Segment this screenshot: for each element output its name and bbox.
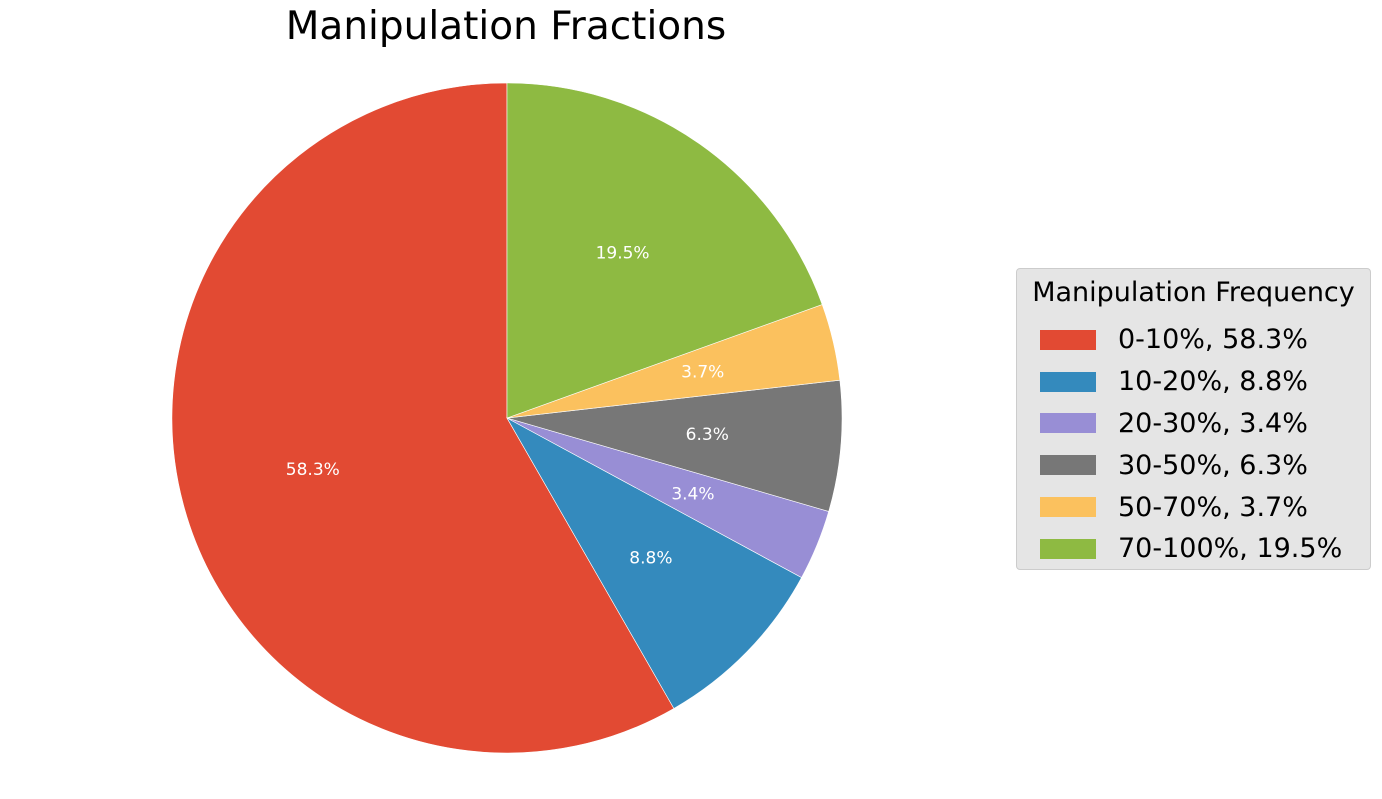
legend-entry-20-30%: 20-30%, 3.4%	[1040, 403, 1342, 445]
slice-label-50-70%: 3.7%	[681, 362, 724, 382]
legend-label: 20-30%, 3.4%	[1118, 407, 1308, 439]
legend-entry-30-50%: 30-50%, 6.3%	[1040, 444, 1342, 486]
pie-chart: 58.3% 8.8% 3.4% 6.3% 3.7% 19.5%	[171, 82, 843, 754]
legend-label: 10-20%, 8.8%	[1118, 366, 1308, 398]
legend-swatch	[1040, 371, 1096, 392]
slice-label-0-10%: 58.3%	[286, 460, 340, 480]
chart-title: Manipulation Fractions	[285, 4, 727, 49]
pie-slice-10-20%	[506, 417, 802, 709]
legend-entry-10-20%: 10-20%, 8.8%	[1040, 361, 1342, 403]
legend-label: 70-100%, 19.5%	[1118, 533, 1343, 565]
legend-label: 50-70%, 3.7%	[1118, 491, 1308, 523]
slice-label-30-50%: 6.3%	[686, 425, 729, 445]
legend: Manipulation Frequency 0-10%, 58.3% 10-20…	[1016, 268, 1371, 570]
legend-label: 0-10%, 58.3%	[1118, 324, 1308, 356]
legend-list: 0-10%, 58.3% 10-20%, 8.8% 20-30%, 3.4% 30-5…	[1040, 319, 1342, 570]
pie-slice-0-10%	[171, 82, 675, 754]
legend-entry-50-70%: 50-70%, 3.7%	[1040, 486, 1342, 528]
legend-label: 30-50%, 6.3%	[1118, 449, 1308, 481]
pie-slice-70-100%	[506, 82, 823, 419]
legend-swatch	[1040, 329, 1096, 350]
legend-entry-70-100%: 70-100%, 19.5%	[1040, 528, 1342, 570]
legend-swatch	[1040, 455, 1096, 476]
slice-label-10-20%: 8.8%	[629, 548, 672, 568]
slice-label-20-30%: 3.4%	[671, 484, 714, 504]
legend-title: Manipulation Frequency	[1032, 277, 1355, 308]
legend-entry-0-10%: 0-10%, 58.3%	[1040, 319, 1342, 361]
legend-swatch	[1040, 538, 1096, 559]
legend-swatch	[1040, 497, 1096, 518]
legend-swatch	[1040, 413, 1096, 434]
slice-label-70-100%: 19.5%	[596, 244, 650, 264]
pie-slice-30-50%	[506, 379, 843, 512]
